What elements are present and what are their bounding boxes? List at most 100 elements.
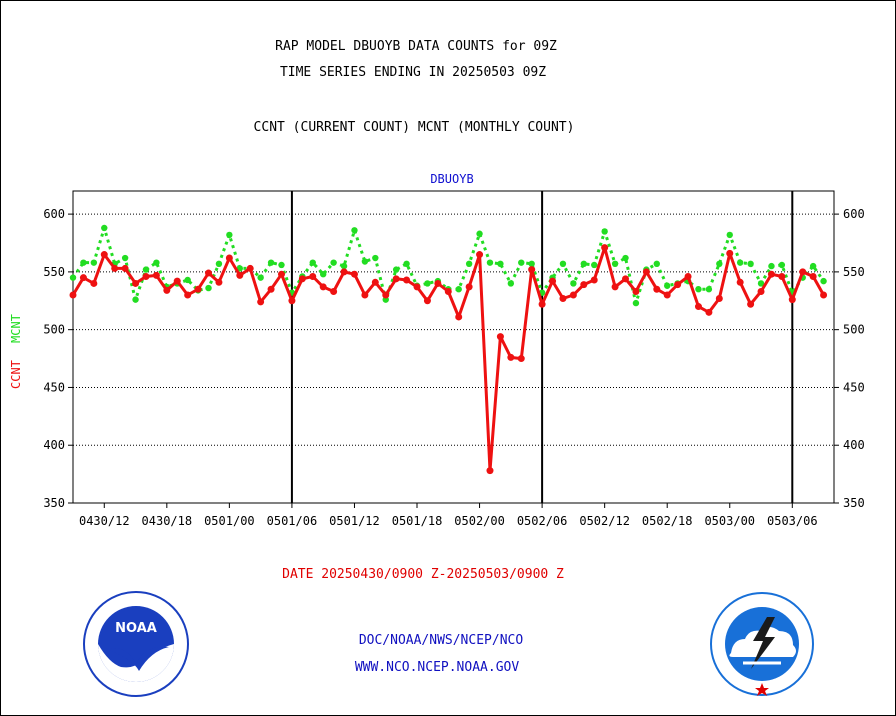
data-point-mcnt	[632, 299, 640, 307]
data-point-mcnt	[809, 262, 817, 270]
x-tick-label: 0503/00	[704, 514, 755, 528]
data-point-ccnt	[121, 264, 129, 272]
data-point-ccnt	[132, 279, 140, 287]
data-point-mcnt	[601, 228, 608, 235]
data-point-ccnt	[403, 276, 411, 284]
noaa-logo-text: NOAA	[115, 621, 157, 636]
y-tick-label-left: 350	[43, 496, 65, 510]
data-point-ccnt	[601, 244, 609, 252]
data-point-mcnt	[267, 259, 275, 266]
data-point-mcnt	[257, 274, 264, 281]
data-point-mcnt	[622, 254, 629, 262]
data-point-ccnt	[444, 288, 452, 296]
data-point-ccnt	[611, 283, 619, 291]
data-point-ccnt	[423, 297, 431, 305]
data-point-ccnt	[788, 296, 796, 304]
data-point-mcnt	[653, 260, 660, 267]
data-point-ccnt	[517, 355, 525, 363]
y-tick-label-right: 600	[843, 207, 865, 221]
y-tick-label-left: 550	[43, 265, 65, 279]
data-point-mcnt	[351, 227, 358, 234]
data-point-mcnt	[820, 277, 827, 285]
data-point-ccnt	[809, 273, 817, 281]
data-point-mcnt	[153, 259, 160, 266]
y-tick-label-right: 500	[843, 323, 865, 337]
data-point-mcnt	[705, 286, 713, 293]
data-point-ccnt	[246, 264, 254, 272]
data-point-mcnt	[716, 260, 723, 267]
data-point-ccnt	[163, 286, 171, 294]
data-point-ccnt	[622, 275, 630, 283]
x-tick-label: 0501/12	[329, 514, 380, 528]
data-point-ccnt	[528, 266, 536, 274]
data-point-ccnt	[194, 285, 202, 293]
credit-org-line: DOC/NOAA/NWS/NCEP/NCO	[358, 633, 524, 648]
data-point-mcnt	[528, 260, 535, 267]
data-point-ccnt	[569, 291, 577, 299]
data-point-ccnt	[674, 281, 682, 289]
data-point-mcnt	[580, 260, 588, 267]
data-point-ccnt	[580, 281, 588, 289]
y-axis-label-group: CCNT MCNT	[9, 314, 23, 389]
y-axis-label-ccnt: CCNT	[9, 360, 23, 389]
data-point-ccnt	[778, 273, 786, 281]
x-tick-label: 0430/12	[79, 514, 130, 528]
data-point-mcnt	[768, 262, 775, 270]
data-point-ccnt	[653, 285, 661, 293]
data-point-ccnt	[684, 273, 692, 281]
data-point-ccnt	[726, 249, 734, 257]
data-point-mcnt	[226, 231, 233, 239]
data-point-mcnt	[403, 260, 410, 267]
data-point-mcnt	[69, 274, 77, 281]
data-point-ccnt	[663, 291, 671, 299]
data-point-ccnt	[350, 270, 358, 278]
data-point-mcnt	[424, 280, 431, 287]
data-point-mcnt	[372, 254, 379, 262]
data-point-ccnt	[549, 277, 557, 285]
x-tick-label: 0502/18	[642, 514, 693, 528]
data-point-mcnt	[101, 224, 108, 232]
data-point-mcnt	[497, 260, 504, 267]
data-point-ccnt	[173, 277, 181, 285]
data-point-mcnt	[121, 254, 129, 262]
data-point-ccnt	[392, 275, 400, 283]
data-point-mcnt	[205, 284, 212, 292]
y-tick-label-left: 450	[43, 380, 65, 394]
data-point-ccnt	[799, 268, 807, 276]
data-point-ccnt	[205, 269, 213, 277]
data-point-ccnt	[767, 270, 775, 278]
x-tick-label: 0501/18	[392, 514, 443, 528]
data-point-ccnt	[820, 291, 828, 299]
data-point-ccnt	[538, 300, 546, 308]
data-point-ccnt	[142, 273, 150, 281]
data-point-ccnt	[100, 251, 108, 259]
nws-logo	[710, 592, 814, 696]
data-point-mcnt	[142, 266, 150, 273]
data-point-ccnt	[371, 278, 379, 286]
data-point-mcnt	[559, 260, 567, 267]
data-point-ccnt	[413, 283, 421, 291]
x-tick-label: 0503/06	[767, 514, 818, 528]
data-point-ccnt	[79, 274, 87, 282]
x-tick-label: 0502/06	[517, 514, 568, 528]
data-point-mcnt	[518, 259, 525, 266]
data-point-ccnt	[257, 298, 265, 306]
data-point-mcnt	[80, 259, 87, 266]
data-point-mcnt	[611, 260, 619, 267]
data-point-ccnt	[705, 308, 713, 316]
plot-area-border	[72, 190, 835, 504]
data-point-ccnt	[486, 467, 494, 475]
y-tick-label-left: 500	[43, 323, 65, 337]
y-tick-label-right: 400	[843, 438, 865, 452]
data-point-ccnt	[476, 251, 484, 259]
data-point-mcnt	[747, 260, 754, 267]
data-point-ccnt	[507, 353, 515, 361]
data-point-mcnt	[215, 260, 223, 267]
chart-title-line1: RAP MODEL DBUOYB DATA COUNTS for 09Z	[275, 39, 557, 54]
data-point-ccnt	[465, 283, 473, 291]
data-point-ccnt	[298, 275, 306, 283]
x-tick-label: 0502/00	[454, 514, 505, 528]
y-tick-label-right: 550	[843, 265, 865, 279]
data-point-ccnt	[382, 291, 390, 299]
data-point-mcnt	[319, 271, 327, 278]
